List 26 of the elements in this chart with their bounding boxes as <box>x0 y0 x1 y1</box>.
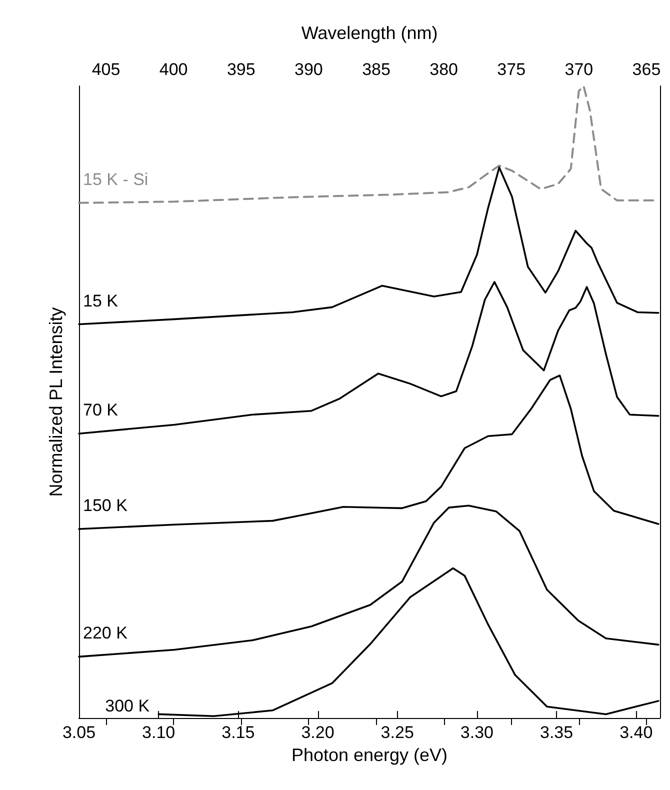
x2-tick-label: 405 <box>92 60 120 79</box>
x-tick-label: 3.20 <box>301 723 334 742</box>
series-label: 300 K <box>105 696 150 716</box>
x2-tick-label: 380 <box>430 60 458 79</box>
x2-tick-label: 365 <box>632 60 661 79</box>
x-tick-label: 3.40 <box>620 723 653 742</box>
series-label: 70 K <box>83 400 119 420</box>
x2-tick-label: 400 <box>159 60 188 79</box>
x2-tick-label: 375 <box>497 60 526 79</box>
x-tick-label: 3.05 <box>62 723 96 742</box>
x2-tick-label: 370 <box>564 60 594 79</box>
x-tick-label: 3.25 <box>380 723 414 742</box>
x-tick-label: 3.35 <box>540 723 574 742</box>
x-tick-label: 3.10 <box>142 723 176 742</box>
x2-tick-label: 395 <box>226 60 256 79</box>
x2-tick-label: 385 <box>362 60 390 79</box>
series-label: 15 K <box>83 291 119 310</box>
series-label: 150 K <box>83 496 128 516</box>
x2-axis-title: Wavelength (nm) <box>301 23 438 43</box>
y-axis-title: Normalized PL Intensity <box>46 307 66 497</box>
series-label: 15 K - Si <box>83 170 148 189</box>
x-tick-label: 3.15 <box>222 723 255 742</box>
x2-tick-label: 390 <box>294 60 323 79</box>
x-tick-label: 3.30 <box>460 723 494 742</box>
series-label: 220 K <box>83 624 128 643</box>
x-axis-title: Photon energy (eV) <box>291 744 448 765</box>
